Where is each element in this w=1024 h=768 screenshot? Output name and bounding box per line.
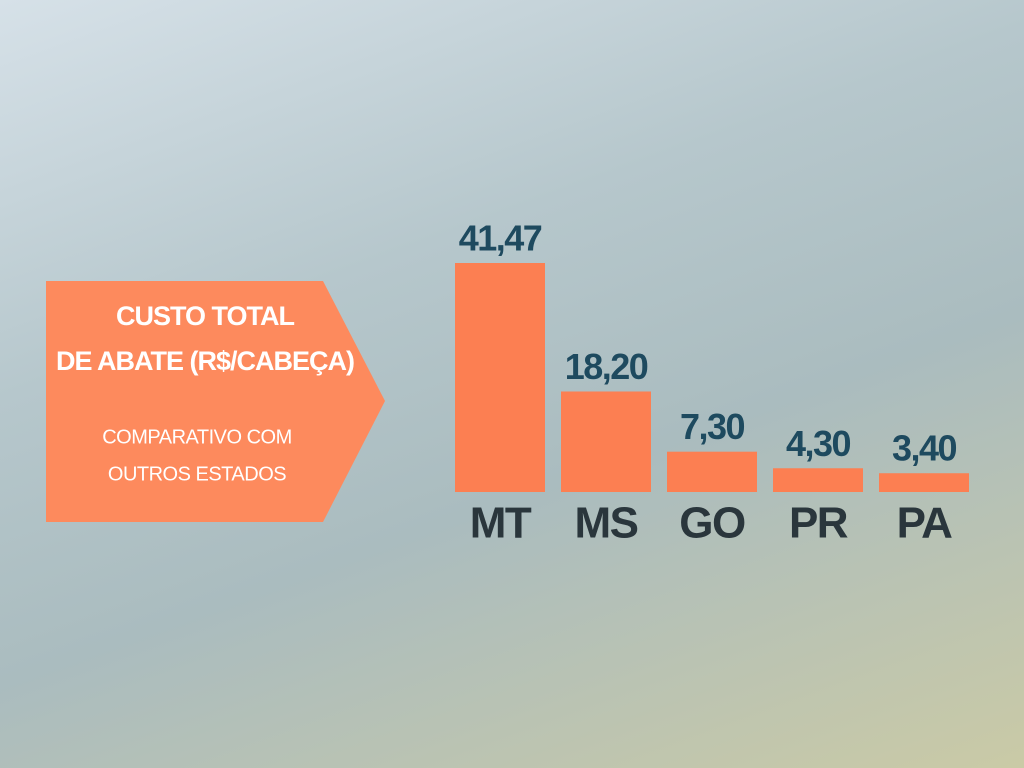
data-label: 41,47 bbox=[459, 218, 542, 259]
x-tick-label: PA bbox=[897, 499, 953, 548]
bar bbox=[879, 473, 969, 492]
chart-title: DE ABATE (R$/CABEÇA) bbox=[56, 346, 354, 376]
chart-subtitle: OUTROS ESTADOS bbox=[108, 463, 286, 485]
x-tick-label: GO bbox=[679, 499, 745, 548]
data-label: 3,40 bbox=[892, 428, 957, 469]
chart-title: CUSTO TOTAL bbox=[116, 301, 295, 331]
bar bbox=[667, 451, 757, 492]
bar bbox=[773, 468, 863, 492]
data-label: 4,30 bbox=[786, 423, 851, 464]
x-tick-label: MS bbox=[575, 499, 638, 548]
data-label: 7,30 bbox=[680, 406, 745, 447]
bar bbox=[561, 391, 651, 492]
data-label: 18,20 bbox=[565, 346, 648, 387]
chart-subtitle: COMPARATIVO COM bbox=[102, 426, 292, 448]
x-tick-label: MT bbox=[470, 499, 532, 548]
title-banner bbox=[46, 281, 385, 522]
x-tick-label: PR bbox=[789, 499, 848, 548]
bar bbox=[455, 263, 545, 492]
